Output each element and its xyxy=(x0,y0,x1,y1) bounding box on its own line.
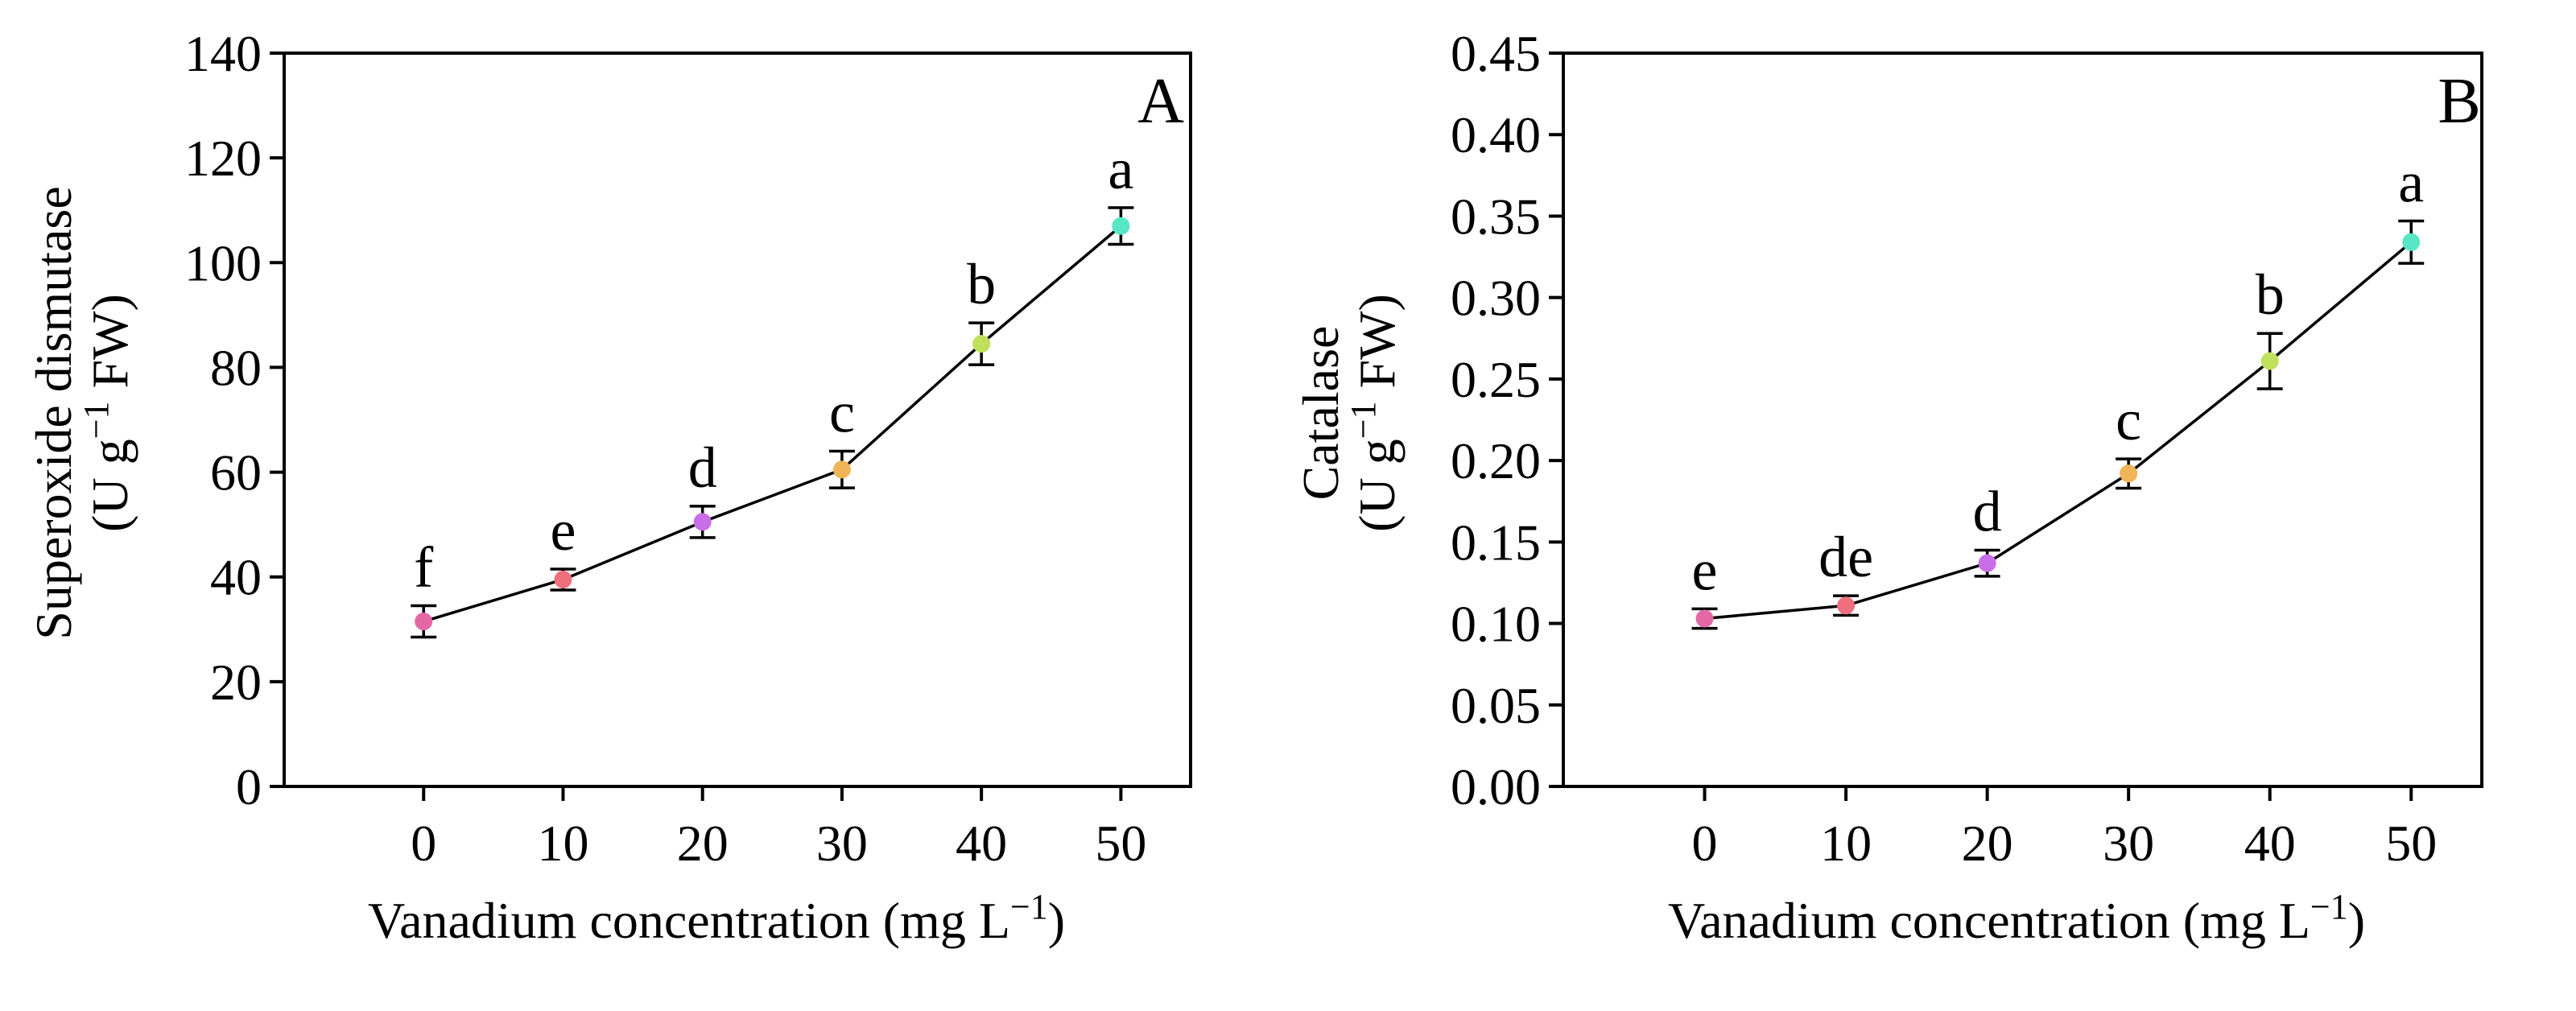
panel-a-significance-letter: b xyxy=(967,252,996,316)
panel-b-data-point xyxy=(1978,554,1996,572)
panel-b-y-title: Catalase xyxy=(1292,326,1349,501)
panel-b-significance-letter: b xyxy=(2256,262,2285,327)
panel-a-data-point xyxy=(1112,217,1130,235)
panel-b-y-tick-label: 0.00 xyxy=(1451,758,1541,815)
panel-a-y-tick-label: 120 xyxy=(184,130,262,187)
panel-a-y-tick-label: 100 xyxy=(184,234,262,291)
panel-b-x-tick-label: 20 xyxy=(1962,815,2013,872)
panel-b-x-tick-label: 40 xyxy=(2244,815,2296,872)
panel-a-y-unit: (U g−1 FW) xyxy=(76,294,138,532)
panel-b-data-point xyxy=(1695,609,1714,628)
panel-b-y-tick-label: 0.20 xyxy=(1451,432,1541,489)
panel-a-x-tick-label: 30 xyxy=(816,815,868,872)
panel-b-y-tick-label: 0.10 xyxy=(1451,596,1541,653)
panel-a-significance-letter: d xyxy=(688,435,717,500)
panel-b-significance-letter: c xyxy=(2116,388,2141,452)
panel-a-y-tick-label: 80 xyxy=(210,339,262,396)
panel-a-y-tick-label: 140 xyxy=(184,25,262,82)
panel-b-x-title: Vanadium concentration (mg L−1) xyxy=(1668,887,2365,949)
panel-a-significance-letter: f xyxy=(414,535,433,600)
panel-a-y-tick-label: 20 xyxy=(210,654,262,711)
panel-b-catalase: Catalase (U g−1 FW) Vanadium concentrati… xyxy=(1292,25,2483,949)
panel-a-y-tick-label: 0 xyxy=(236,758,262,815)
panel-a-axis-titles: Superoxide dismutase (U g−1 FW) Vanadium… xyxy=(25,66,1184,949)
panel-a-data-point xyxy=(832,460,851,479)
panel-a-significance-letter: a xyxy=(1108,137,1133,201)
panel-a-data-point xyxy=(693,513,712,531)
panel-a-x-tick-label: 50 xyxy=(1095,815,1146,872)
panel-b-significance-letter: de xyxy=(1818,525,1873,589)
panel-b-y-tick-label: 0.30 xyxy=(1451,270,1541,327)
panel-a-significance-letter: c xyxy=(829,381,855,445)
panel-b-x-tick-label: 0 xyxy=(1692,815,1718,872)
panel-a-y-tick-label: 40 xyxy=(210,549,262,606)
panel-b-y-tick-label: 0.45 xyxy=(1451,25,1541,82)
panel-a-data-point xyxy=(415,613,433,631)
panel-a-y-title: Superoxide dismutase xyxy=(25,186,82,639)
panel-a-data-point xyxy=(554,570,572,588)
panel-b-y-tick-label: 0.15 xyxy=(1451,514,1541,571)
panel-b-x-tick-label: 30 xyxy=(2103,815,2154,872)
panel-b-significance-letter: e xyxy=(1692,538,1718,602)
panel-b-y-tick-label: 0.35 xyxy=(1451,188,1541,245)
panel-b-y-unit: (U g−1 FW) xyxy=(1344,294,1406,532)
panel-b-y-tick-label: 0.25 xyxy=(1451,351,1541,408)
panel-a-x-title: Vanadium concentration (mg L−1) xyxy=(368,887,1065,949)
panel-b-y-tick-label: 0.40 xyxy=(1451,106,1541,163)
panel-a-significance-letter: e xyxy=(550,498,576,563)
panel-b-data-point xyxy=(2120,464,2138,483)
panel-b-series-line xyxy=(1704,241,2413,621)
panel-a-data-point xyxy=(972,335,991,353)
panel-b-axis-titles: Catalase (U g−1 FW) Vanadium concentrati… xyxy=(1292,66,2481,949)
panel-a-x-tick-label: 0 xyxy=(411,815,436,872)
panel-a-series-line xyxy=(423,225,1122,623)
panel-b-significance-letter: d xyxy=(1973,479,2002,543)
panel-a-plot-frame xyxy=(283,52,1192,788)
panel-b-plot-frame xyxy=(1562,52,2483,788)
panel-a-y-tick-label: 60 xyxy=(210,444,262,501)
panel-a-x-tick-label: 40 xyxy=(956,815,1007,872)
panel-a-x-tick-label: 10 xyxy=(537,815,588,872)
panel-a-superoxide-dismutase: Superoxide dismutase (U g−1 FW) Vanadium… xyxy=(25,25,1192,949)
panel-a-letter: A xyxy=(1137,66,1184,137)
panel-b-data-point xyxy=(2260,352,2279,370)
panel-b-y-tick-label: 0.05 xyxy=(1451,677,1541,734)
panel-a-x-tick-label: 20 xyxy=(677,815,729,872)
panel-b-x-tick-label: 10 xyxy=(1820,815,1872,872)
panel-b-data-point xyxy=(1837,596,1856,615)
panel-b-data-point xyxy=(2402,233,2421,251)
panel-b-significance-letter: a xyxy=(2398,151,2424,215)
panel-b-letter: B xyxy=(2438,66,2480,137)
panel-b-x-tick-label: 50 xyxy=(2385,815,2437,872)
